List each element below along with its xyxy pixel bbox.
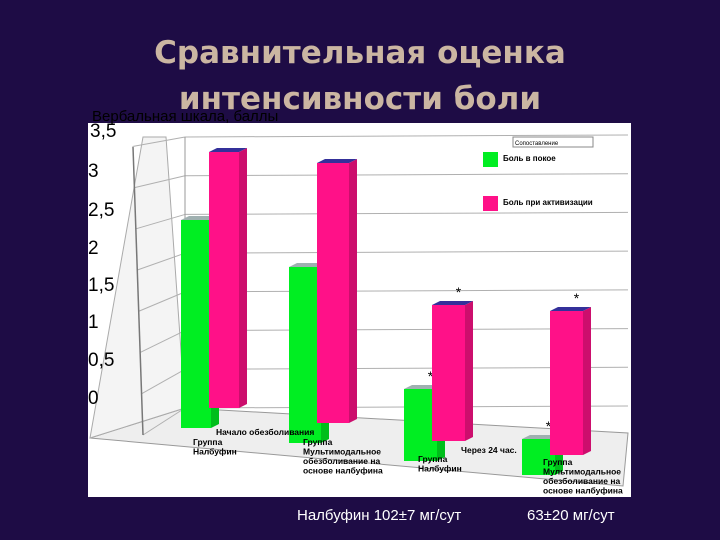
legend-swatch-0 [483, 152, 498, 167]
y-tick-label-6: 3 [88, 161, 99, 182]
y-tick-label-0: 0 [88, 388, 99, 409]
bar-side-1-1 [349, 159, 357, 423]
bar-rest-3 [522, 439, 555, 475]
bar-top-1-2 [432, 301, 473, 305]
y-tick-label-4: 2 [88, 238, 99, 259]
title-line-1: Сравнительная оценка [154, 35, 566, 71]
legend-title-box [512, 136, 594, 148]
bar-activity-0 [209, 152, 239, 408]
legend-label-1: Боль при активизации [503, 198, 593, 207]
gridline-6 [184, 173, 629, 177]
significance-star-0-2: * [428, 368, 434, 384]
pain-chart: * * * * Сопоставление Боль в покое Боль при ак… [89, 134, 629, 496]
bar-side-1-3 [583, 307, 591, 455]
bar-rest-0 [181, 220, 211, 428]
gridline-side-3 [138, 291, 186, 312]
y-tick-label-1: 0,5 [88, 350, 115, 371]
bar-top-1-0 [209, 148, 247, 152]
bar-top-1-1 [317, 159, 357, 163]
bar-rest-1 [289, 267, 321, 443]
title-line-2: интенсивности боли [178, 81, 542, 117]
gridline-3 [184, 289, 629, 293]
bar-rest-2 [404, 389, 437, 461]
gridline-side-6 [133, 175, 186, 189]
bar-top-1-3 [550, 307, 591, 311]
legend-label-0: Боль в покое [503, 154, 556, 163]
y-tick-label-2: 1 [88, 312, 99, 333]
gridline-side-7 [132, 136, 186, 147]
category-label-1: Группа Мультимодальное обезболивание на осн… [303, 437, 383, 476]
bar-side-1-2 [465, 301, 473, 441]
category-label-2: Группа Налбуфин [418, 454, 462, 474]
y-axis-line [132, 146, 144, 436]
time-label-24h: Через 24 час. [461, 445, 517, 455]
gridline-side-5 [135, 213, 186, 230]
bar-activity-1 [317, 163, 349, 423]
nalbuphine-dose-note: Налбуфин 102±7 мг/сут [297, 507, 462, 524]
category-label-0: Группа Налбуфин [193, 437, 237, 457]
category-label-3: Группа Мультимодальное обезболивание на осн… [543, 457, 623, 496]
bar-side-1-0 [239, 148, 247, 408]
significance-star-1-2: * [456, 284, 462, 300]
multimodal-dose-note: 63±20 мг/сут [527, 507, 615, 524]
slide-title: Сравнительная оценка интенсивности боли [100, 30, 620, 122]
bar-activity-3 [550, 311, 583, 455]
significance-star-0-3: * [546, 418, 552, 434]
legend-swatch-1 [483, 196, 498, 211]
gridline-5 [184, 211, 629, 215]
gridline-side-0 [142, 407, 186, 436]
gridline-side-1 [141, 368, 186, 395]
gridline-side-4 [136, 252, 186, 271]
y-axis-label: Вербальная шкала, баллы [92, 108, 279, 125]
y-tick-label-3: 1,5 [88, 275, 115, 296]
gridline-4 [184, 250, 629, 254]
y-tick-label-5: 2,5 [88, 200, 115, 221]
bar-activity-2 [432, 305, 465, 441]
gridline-7 [184, 134, 629, 138]
legend-title: Сопоставление [515, 141, 559, 147]
gridline-side-2 [139, 330, 186, 354]
significance-star-1-3: * [574, 290, 580, 306]
chart-area: * * * * Сопоставление Боль в покое Боль при ак… [88, 121, 631, 497]
y-tick-label-7: 3,5 [90, 121, 117, 142]
time-label-start: Начало обезболивания [216, 427, 314, 437]
